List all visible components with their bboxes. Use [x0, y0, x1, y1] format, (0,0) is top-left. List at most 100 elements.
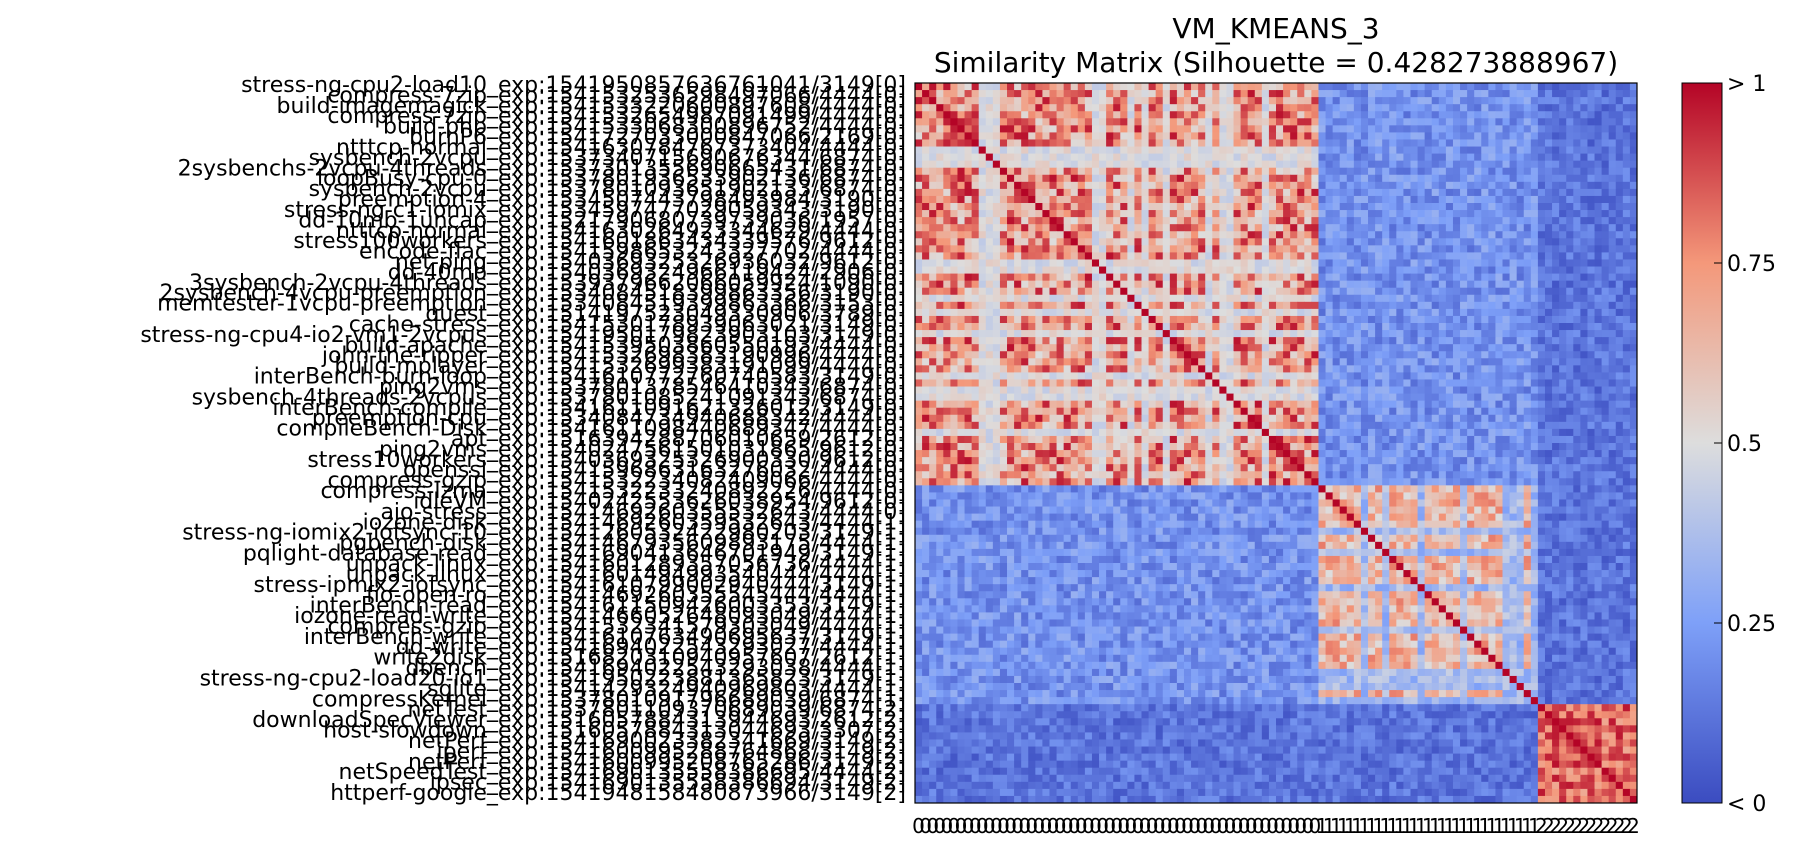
heatmap-cell — [1495, 287, 1503, 296]
heatmap-cell — [1566, 203, 1574, 211]
heatmap-cell — [985, 224, 994, 232]
heatmap-cell — [1176, 139, 1185, 147]
heatmap-cell — [1325, 315, 1334, 324]
heatmap-cell — [1134, 139, 1142, 147]
heatmap-cell — [1240, 358, 1249, 366]
heatmap-cell — [1396, 266, 1404, 274]
heatmap-cell — [1240, 393, 1249, 402]
heatmap-cell — [1615, 323, 1624, 331]
heatmap-cell — [1226, 160, 1234, 169]
heatmap-cell — [1297, 280, 1305, 289]
heatmap-cell — [1516, 238, 1525, 246]
heatmap-cell — [1360, 266, 1369, 274]
heatmap-cell — [1615, 414, 1624, 423]
heatmap-cell — [1601, 273, 1610, 282]
heatmap-cell — [1481, 146, 1489, 154]
heatmap-cell — [1198, 365, 1206, 373]
heatmap-cell — [1283, 146, 1291, 154]
heatmap-cell — [1566, 97, 1574, 105]
heatmap-cell — [1445, 118, 1454, 126]
heatmap-cell — [1127, 203, 1135, 211]
heatmap-cell — [1141, 174, 1149, 183]
heatmap-cell — [1212, 174, 1220, 183]
heatmap-cell — [1141, 379, 1149, 387]
heatmap-cell — [1580, 83, 1588, 91]
heatmap-cell — [1460, 174, 1468, 183]
heatmap-cell — [1587, 210, 1595, 218]
heatmap-cell — [1622, 294, 1631, 303]
heatmap-cell — [1325, 153, 1334, 162]
heatmap-cell — [1594, 203, 1603, 211]
heatmap-cell — [1283, 174, 1291, 183]
heatmap-cell — [1523, 273, 1532, 282]
heatmap-cell — [1417, 83, 1426, 91]
heatmap-cell — [1056, 181, 1065, 190]
heatmap-cell — [1629, 294, 1638, 303]
heatmap-cell — [1113, 83, 1121, 91]
heatmap-cell — [1559, 238, 1567, 246]
heatmap-cell — [1424, 160, 1433, 169]
heatmap-cell — [999, 393, 1008, 402]
heatmap-cell — [1445, 188, 1454, 197]
heatmap-cell — [929, 393, 937, 402]
heatmap-cell — [1169, 414, 1178, 423]
heatmap-cell — [1261, 386, 1270, 394]
heatmap-cell — [1594, 217, 1603, 225]
heatmap-cell — [985, 407, 994, 416]
heatmap-cell — [1176, 245, 1185, 253]
heatmap-cell — [1587, 365, 1595, 373]
heatmap-cell — [1014, 294, 1022, 303]
heatmap-cell — [1445, 224, 1454, 232]
heatmap-cell — [1509, 153, 1518, 162]
heatmap-cell — [971, 231, 980, 239]
heatmap-cell — [1205, 167, 1213, 176]
heatmap-cell — [1176, 195, 1185, 204]
heatmap-cell — [1353, 287, 1362, 296]
heatmap-cell — [1134, 386, 1142, 394]
heatmap-cell — [950, 400, 958, 409]
heatmap-cell — [1276, 97, 1284, 105]
heatmap-cell — [1601, 379, 1610, 387]
heatmap-cell — [1127, 132, 1135, 140]
heatmap-cell — [922, 217, 930, 225]
heatmap-cell — [1587, 245, 1595, 253]
heatmap-cell — [1014, 125, 1022, 133]
heatmap-cell — [915, 118, 923, 126]
heatmap-cell — [1474, 365, 1482, 373]
heatmap-cell — [1113, 210, 1121, 218]
heatmap-cell — [1608, 174, 1617, 183]
heatmap-cell — [1360, 301, 1369, 310]
heatmap-cell — [1276, 358, 1284, 366]
heatmap-cell — [1297, 252, 1305, 260]
heatmap-cell — [1035, 174, 1043, 183]
heatmap-cell — [1544, 323, 1553, 331]
heatmap-cell — [915, 351, 923, 359]
heatmap-cell — [1325, 351, 1334, 359]
heatmap-cell — [1629, 287, 1638, 296]
heatmap-cell — [1212, 118, 1220, 126]
heatmap-cell — [999, 90, 1008, 98]
heatmap-cell — [1134, 104, 1142, 112]
heatmap-cell — [1622, 210, 1631, 218]
heatmap-cell — [1537, 231, 1546, 239]
heatmap-cell — [922, 330, 930, 338]
heatmap-cell — [1615, 160, 1624, 169]
heatmap-cell — [1063, 330, 1072, 338]
heatmap-cell — [1530, 280, 1539, 289]
heatmap-cell — [1070, 421, 1079, 430]
heatmap-cell — [1516, 217, 1525, 225]
heatmap-cell — [1424, 174, 1433, 183]
heatmap-cell — [1580, 301, 1588, 310]
heatmap-cell — [1445, 351, 1454, 359]
heatmap-cell — [1099, 188, 1107, 197]
heatmap-cell — [1389, 372, 1397, 380]
heatmap-cell — [1290, 146, 1298, 154]
heatmap-cell — [1283, 344, 1291, 352]
heatmap-cell — [943, 323, 951, 331]
heatmap-cell — [1389, 118, 1397, 126]
heatmap-cell — [1445, 97, 1454, 105]
heatmap-cell — [1353, 224, 1362, 232]
heatmap-cell — [922, 294, 930, 303]
heatmap-cell — [1014, 280, 1022, 289]
heatmap-cell — [1191, 224, 1199, 232]
